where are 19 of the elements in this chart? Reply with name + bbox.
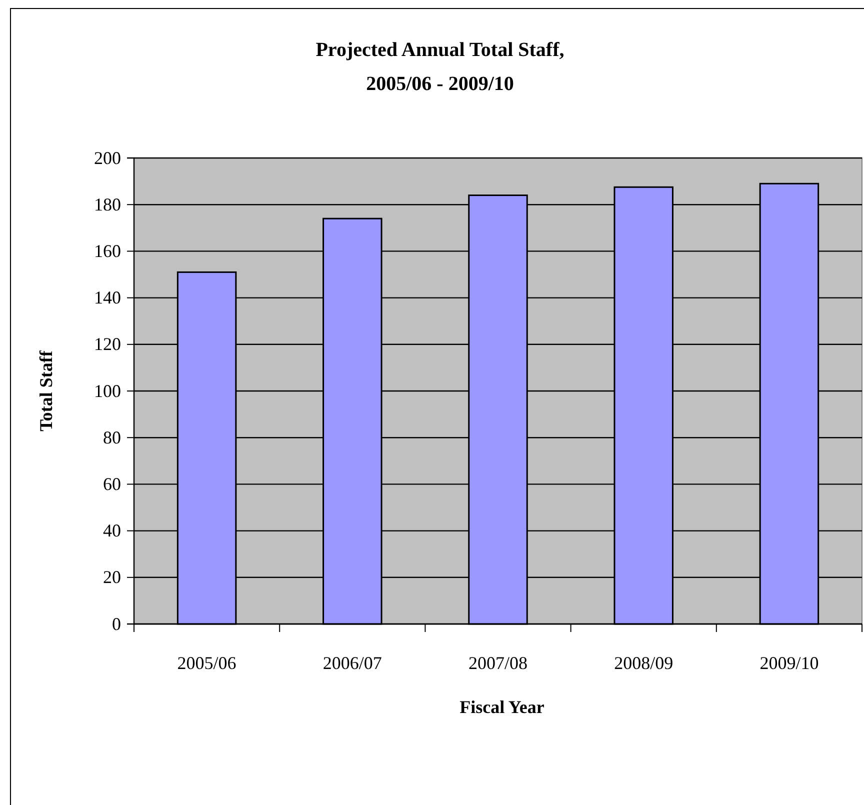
y-tick-label: 120 [94, 334, 121, 354]
y-axis-title: Total Staff [36, 350, 56, 432]
x-tick-label: 2006/07 [322, 653, 382, 673]
x-tick-label: 2008/09 [614, 653, 674, 673]
x-tick-label: 2009/10 [760, 653, 819, 673]
y-tick-label: 180 [94, 194, 121, 214]
chart-title: Projected Annual Total Staff, 2005/06 - 2009/10 [316, 39, 564, 95]
x-tick-label: 2007/08 [468, 653, 528, 673]
y-tick-label: 160 [94, 240, 121, 261]
x-tick-label: 2005/06 [177, 653, 236, 673]
y-tick-label: 0 [112, 614, 121, 634]
y-tick-label: 100 [94, 380, 121, 401]
y-tick-label: 20 [103, 567, 121, 588]
y-tick-label: 40 [103, 520, 121, 541]
y-tick-label: 80 [103, 427, 121, 448]
x-axis-title: Fiscal Year [460, 697, 544, 717]
y-tick-label: 60 [103, 474, 121, 494]
y-tick-label: 200 [94, 148, 121, 168]
y-tick-label: 140 [94, 288, 121, 308]
